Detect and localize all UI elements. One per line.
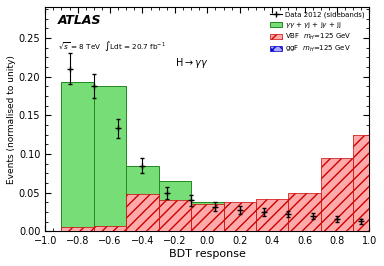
- Y-axis label: Events (normalised to unity): Events (normalised to unity): [7, 55, 16, 184]
- Bar: [61, 188, 94, 231]
- Bar: [353, 218, 369, 231]
- Bar: [321, 216, 353, 231]
- Bar: [223, 212, 256, 231]
- Bar: [191, 202, 223, 231]
- Bar: [256, 214, 288, 231]
- Legend: Data 2012 (sidebands), $\gamma\gamma$ + $\gamma$j + j$\gamma$ + jj, VBF  $m_{H}$: Data 2012 (sidebands), $\gamma\gamma$ + …: [268, 10, 366, 55]
- Bar: [159, 181, 191, 231]
- Bar: [353, 218, 369, 231]
- X-axis label: BDT response: BDT response: [169, 249, 246, 259]
- Text: H$\rightarrow\gamma\gamma$: H$\rightarrow\gamma\gamma$: [175, 56, 208, 70]
- Bar: [126, 194, 159, 231]
- Bar: [159, 201, 191, 231]
- Bar: [256, 199, 288, 231]
- Bar: [126, 197, 159, 231]
- Bar: [94, 226, 126, 231]
- Text: ATLAS: ATLAS: [58, 14, 102, 27]
- Text: $\sqrt{s}$ = 8 TeV  $\int$Ldt = 20.7 fb$^{-1}$: $\sqrt{s}$ = 8 TeV $\int$Ldt = 20.7 fb$^…: [58, 39, 166, 53]
- Bar: [223, 202, 256, 231]
- Bar: [61, 227, 94, 231]
- Bar: [94, 86, 126, 231]
- Bar: [321, 216, 353, 231]
- Bar: [191, 210, 223, 231]
- Bar: [288, 214, 321, 231]
- Bar: [94, 186, 126, 231]
- Bar: [61, 82, 94, 231]
- Bar: [126, 166, 159, 231]
- Bar: [191, 204, 223, 231]
- Bar: [288, 193, 321, 231]
- Bar: [159, 199, 191, 231]
- Bar: [353, 135, 369, 231]
- Bar: [288, 214, 321, 231]
- Bar: [256, 212, 288, 231]
- Bar: [223, 208, 256, 231]
- Bar: [321, 158, 353, 231]
